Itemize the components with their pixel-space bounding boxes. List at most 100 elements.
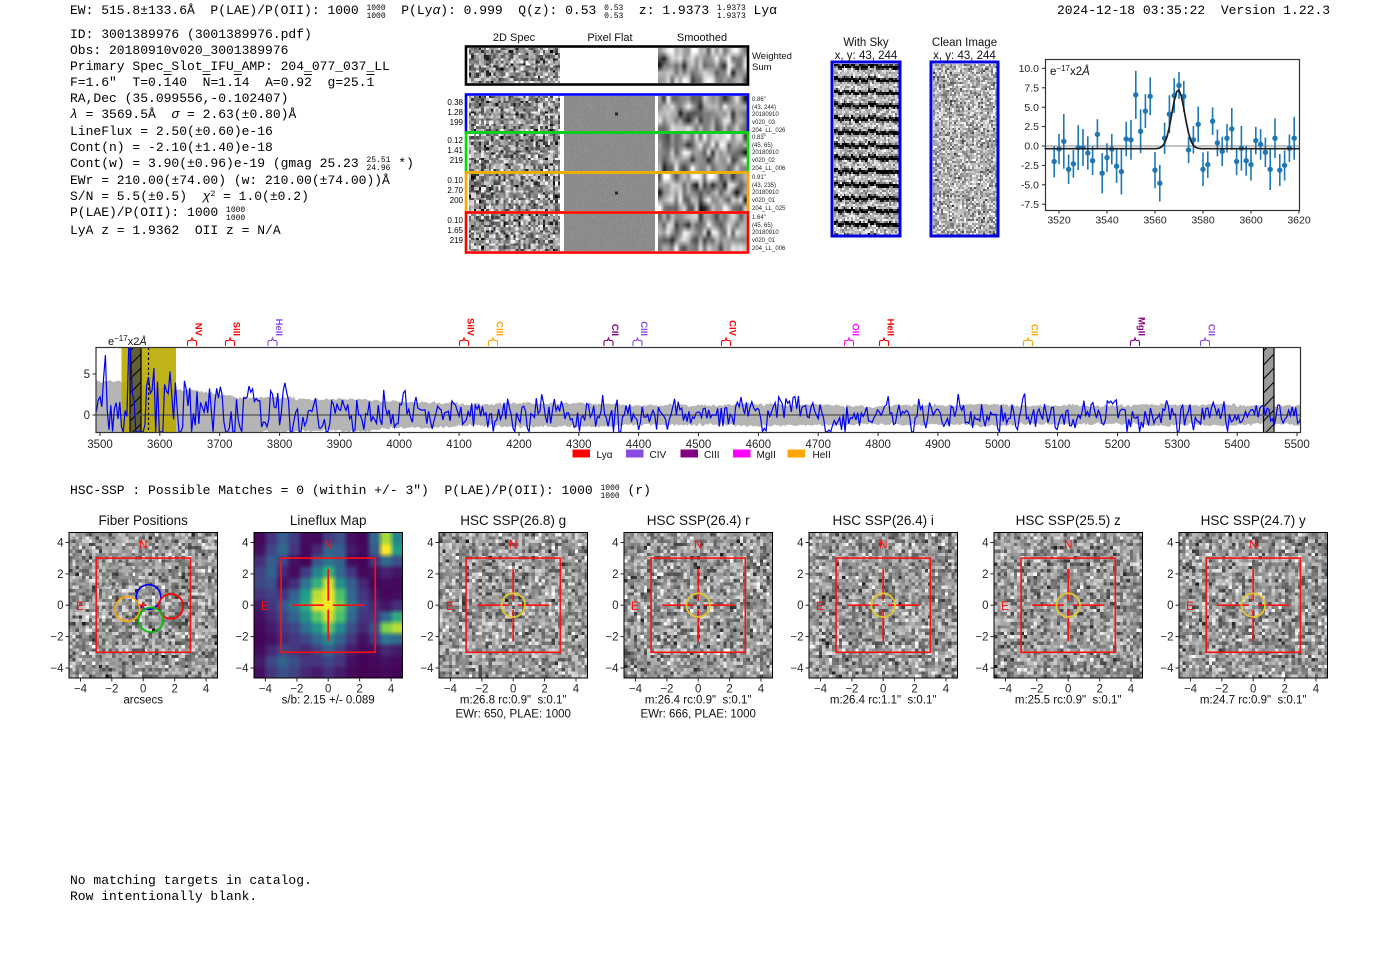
svg-text:3900: 3900 <box>327 439 353 451</box>
svg-text:NV: NV <box>193 323 204 337</box>
svg-text:3620: 3620 <box>1287 215 1311 227</box>
svg-text:−4: −4 <box>629 684 643 696</box>
svg-text:−2: −2 <box>845 684 858 696</box>
svg-text:4: 4 <box>982 538 989 550</box>
svg-text:−2: −2 <box>235 632 248 644</box>
svg-text:0: 0 <box>695 684 701 696</box>
svg-text:HSC SSP(26.4) i: HSC SSP(26.4) i <box>833 513 934 528</box>
svg-text:−2: −2 <box>420 632 433 644</box>
svg-text:4: 4 <box>758 684 765 696</box>
svg-text:-2.5: -2.5 <box>1021 160 1039 172</box>
svg-text:m:26.4 rc:1.1" s:0.1": m:26.4 rc:1.1" s:0.1" <box>830 695 937 707</box>
svg-text:4400: 4400 <box>626 439 652 451</box>
svg-text:4600: 4600 <box>746 439 772 451</box>
svg-text:EWr: 650, PLAE: 1000: EWr: 650, PLAE: 1000 <box>455 709 571 721</box>
svg-text:x, y: 43, 244: x, y: 43, 244 <box>933 50 996 62</box>
svg-text:−4: −4 <box>74 684 88 696</box>
svg-text:−4: −4 <box>259 684 273 696</box>
svg-text:HeII: HeII <box>273 319 284 336</box>
svg-text:2: 2 <box>541 684 547 696</box>
svg-text:N: N <box>139 538 148 552</box>
svg-text:−4: −4 <box>444 684 458 696</box>
svg-text:2: 2 <box>242 569 248 581</box>
svg-text:0: 0 <box>880 684 886 696</box>
svg-text:0: 0 <box>1167 600 1173 612</box>
svg-text:E: E <box>816 599 824 613</box>
svg-text:5300: 5300 <box>1165 439 1191 451</box>
svg-text:4700: 4700 <box>805 439 831 451</box>
svg-text:SiII: SiII <box>231 322 242 336</box>
svg-text:HSC SSP(26.4) r: HSC SSP(26.4) r <box>647 513 750 528</box>
svg-text:4: 4 <box>57 538 64 550</box>
svg-text:0: 0 <box>1065 684 1071 696</box>
svg-text:5000: 5000 <box>985 439 1011 451</box>
svg-text:4: 4 <box>573 684 580 696</box>
svg-text:3520: 3520 <box>1047 215 1071 227</box>
svg-text:N: N <box>509 538 518 552</box>
svg-text:CIII: CIII <box>704 450 720 461</box>
svg-text:0: 0 <box>612 600 618 612</box>
svg-text:0: 0 <box>325 684 331 696</box>
svg-text:x, y: 43, 244: x, y: 43, 244 <box>835 50 898 62</box>
svg-text:4: 4 <box>388 684 395 696</box>
svg-text:4800: 4800 <box>865 439 891 451</box>
svg-text:−4: −4 <box>790 663 804 675</box>
svg-text:2: 2 <box>982 569 988 581</box>
svg-text:OII: OII <box>850 323 861 336</box>
svg-text:2.5: 2.5 <box>1024 121 1039 133</box>
svg-text:4100: 4100 <box>446 439 472 451</box>
svg-text:MgII: MgII <box>1136 317 1147 336</box>
svg-text:e−17x2Å: e−17x2Å <box>108 334 147 349</box>
svg-text:−4: −4 <box>50 663 64 675</box>
svg-text:2: 2 <box>1281 684 1287 696</box>
svg-text:−2: −2 <box>50 632 63 644</box>
svg-text:2: 2 <box>171 684 177 696</box>
svg-text:0: 0 <box>797 600 803 612</box>
svg-text:m:25.5 rc:0.9" s:0.1": m:25.5 rc:0.9" s:0.1" <box>1015 695 1122 707</box>
svg-text:CII: CII <box>1029 324 1040 336</box>
svg-text:N: N <box>879 538 888 552</box>
svg-text:−4: −4 <box>999 684 1013 696</box>
svg-text:2: 2 <box>612 569 618 581</box>
svg-text:HeII: HeII <box>885 319 896 336</box>
svg-text:CIII: CIII <box>638 321 649 336</box>
svg-text:−2: −2 <box>1030 684 1043 696</box>
svg-text:3700: 3700 <box>207 439 233 451</box>
svg-text:4: 4 <box>242 538 249 550</box>
svg-text:4500: 4500 <box>686 439 712 451</box>
svg-text:2: 2 <box>726 684 732 696</box>
svg-text:With Sky: With Sky <box>843 37 889 49</box>
svg-text:4: 4 <box>1313 684 1320 696</box>
svg-text:m:26.4 rc:0.9" s:0.1": m:26.4 rc:0.9" s:0.1" <box>645 695 752 707</box>
svg-text:−2: −2 <box>975 632 988 644</box>
svg-text:EWr: 666, PLAE: 1000: EWr: 666, PLAE: 1000 <box>640 709 756 721</box>
svg-text:4: 4 <box>427 538 434 550</box>
svg-text:4200: 4200 <box>506 439 532 451</box>
svg-text:m:26.8 rc:0.9" s:0.1": m:26.8 rc:0.9" s:0.1" <box>460 695 567 707</box>
svg-text:0: 0 <box>242 600 248 612</box>
svg-text:2: 2 <box>911 684 917 696</box>
svg-text:m:24.7 rc:0.9" s:0.1": m:24.7 rc:0.9" s:0.1" <box>1200 695 1307 707</box>
svg-text:4300: 4300 <box>566 439 592 451</box>
svg-text:Clean Image: Clean Image <box>932 37 997 49</box>
svg-text:-5.0: -5.0 <box>1021 179 1039 191</box>
svg-text:−2: −2 <box>290 684 303 696</box>
svg-text:CII: CII <box>1206 324 1217 336</box>
svg-text:2: 2 <box>356 684 362 696</box>
svg-text:0: 0 <box>1250 684 1256 696</box>
svg-text:−4: −4 <box>1160 663 1174 675</box>
svg-text:0: 0 <box>427 600 433 612</box>
svg-text:4900: 4900 <box>925 439 951 451</box>
svg-text:2: 2 <box>57 569 63 581</box>
svg-text:Lineflux Map: Lineflux Map <box>290 513 367 528</box>
svg-text:2: 2 <box>1096 684 1102 696</box>
svg-text:−4: −4 <box>235 663 249 675</box>
svg-text:4: 4 <box>943 684 950 696</box>
svg-text:−2: −2 <box>1160 632 1173 644</box>
svg-text:-7.5: -7.5 <box>1021 199 1039 211</box>
svg-text:E: E <box>1001 599 1009 613</box>
svg-text:3540: 3540 <box>1095 215 1119 227</box>
svg-text:−4: −4 <box>975 663 989 675</box>
svg-text:HeII: HeII <box>813 450 831 461</box>
svg-text:E: E <box>631 599 639 613</box>
